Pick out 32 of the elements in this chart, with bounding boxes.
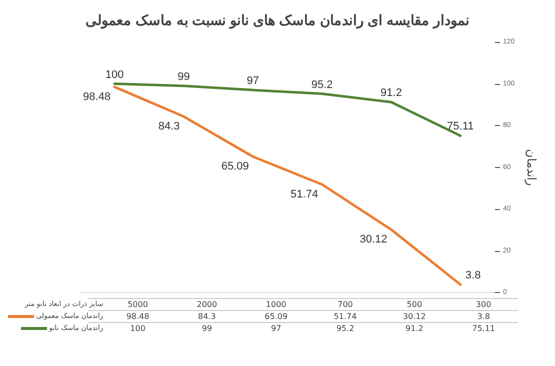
data-label: 95.2	[335, 322, 356, 334]
x-tick-label: 2000	[196, 298, 218, 310]
y-axis-title: راندمان	[524, 148, 539, 186]
data-label: 99	[200, 322, 214, 334]
data-label: 51.74	[332, 310, 358, 322]
data-label: 75.11	[471, 322, 496, 334]
annotation: 100	[105, 68, 124, 81]
data-label: 30.12	[402, 310, 427, 322]
data-label: 84.3	[197, 310, 217, 322]
chart-title: نمودار مقایسه ای راندمان ماسک های نانو نسبت به ماسک معمولی	[86, 12, 470, 29]
annotation: 97	[246, 75, 260, 88]
annotation: 65.09	[221, 160, 249, 173]
data-label: 65.09	[264, 310, 289, 322]
data-label: 3.8	[476, 310, 491, 322]
annotation: 51.74	[290, 188, 318, 200]
x-tick-label: 5000	[126, 298, 149, 310]
data-label: 97	[270, 322, 282, 334]
data-label: 100	[129, 322, 146, 334]
annotation: 84.3	[158, 120, 180, 133]
x-tick-label: 1000	[264, 298, 288, 310]
x-tick-label: 500	[406, 298, 424, 310]
annotation: 95.2	[311, 78, 333, 91]
annotation: 30.12	[360, 234, 388, 246]
annotation: 98.48	[83, 90, 111, 103]
annotation: 91.2	[380, 87, 402, 100]
annotation: 75.11	[447, 120, 474, 133]
annotation: 3.8	[465, 270, 481, 282]
data-label: 91.2	[404, 322, 424, 334]
x-tick-label: 700	[336, 298, 354, 310]
x-tick-label: 300	[474, 298, 492, 310]
data-label: 98.48	[125, 310, 150, 322]
annotation: 99	[178, 70, 190, 83]
